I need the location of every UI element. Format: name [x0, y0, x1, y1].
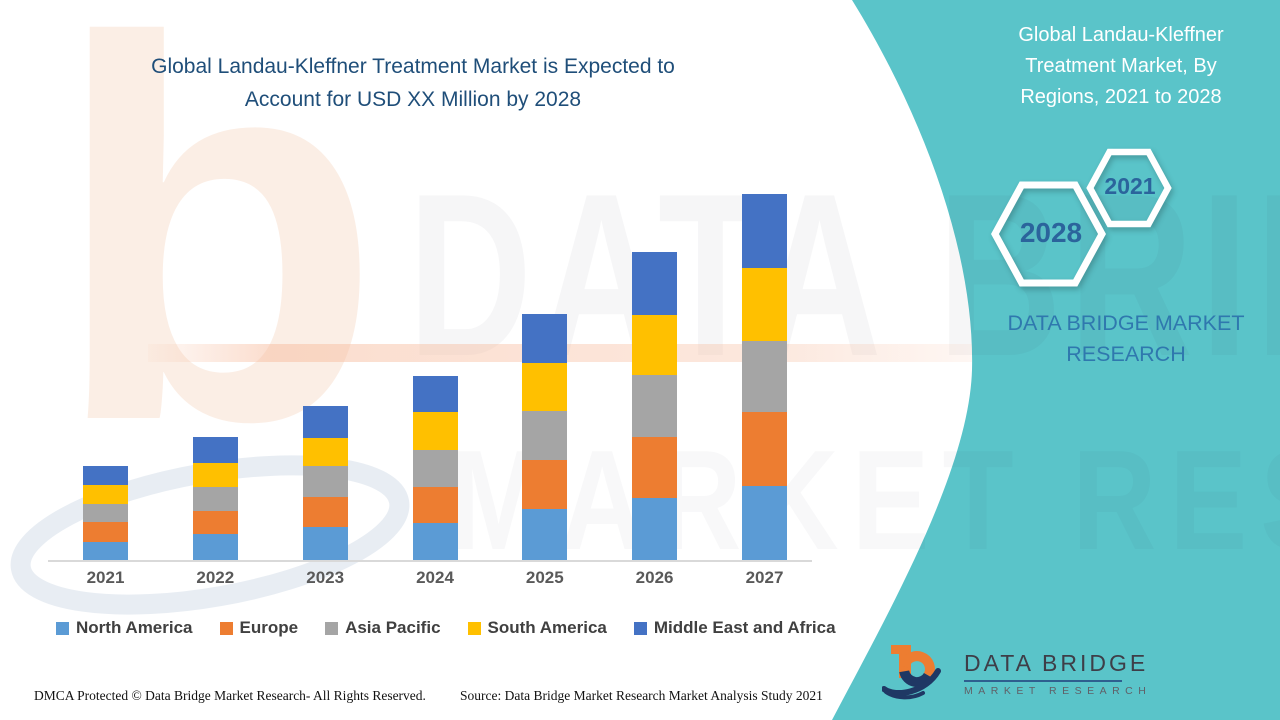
legend-item-south-america: South America [467, 618, 607, 638]
chart-title-line2: Account for USD XX Million by 2028 [244, 88, 582, 111]
bar-segment-2026-europe [632, 437, 678, 498]
bar-segment-2026-middle-east-and-africa [632, 252, 678, 315]
bar-segment-2027-middle-east-and-africa [742, 194, 787, 268]
source-note: Source: Data Bridge Market Research Mark… [460, 688, 823, 703]
logo-rule [964, 679, 1122, 682]
legend-item-north-america: North America [56, 618, 193, 638]
hexagon-year-2021: 2021 [1104, 173, 1156, 199]
x-axis-label-2027: 2027 [745, 568, 784, 587]
legend-swatch-icon [219, 621, 233, 635]
sidebar-title-line2: Treatment Market, By [1025, 55, 1217, 77]
brand-name-text: DATA BRIDGE MARKET RESEARCH [1007, 311, 1245, 366]
legend-item-asia-pacific: Asia Pacific [325, 618, 441, 638]
bar-segment-2026-north-america [632, 498, 678, 560]
bar-segment-2027-north-america [742, 486, 787, 560]
bar-segment-2024-north-america [412, 523, 458, 560]
x-axis-label-2022: 2022 [196, 568, 235, 587]
chart-title: Global Landau-Kleffner Treatment Market … [88, 50, 738, 116]
bar-segment-2023-europe [302, 497, 348, 527]
chart-title-line1: Global Landau-Kleffner Treatment Market … [151, 55, 675, 78]
sidebar-title-line3: Regions, 2021 to 2028 [1020, 86, 1222, 108]
bar-segment-2026-south-america [632, 315, 678, 375]
bar-segment-2022-north-america [192, 534, 238, 560]
chart-legend: North America Europe Asia Pacific South Ame… [56, 618, 836, 638]
bar-segment-2023-middle-east-and-africa [302, 406, 348, 438]
dmca-notice: DMCA Protected © Data Bridge Market Rese… [34, 688, 426, 703]
legend-label: North America [76, 618, 193, 637]
x-axis-label-2024: 2024 [416, 568, 454, 587]
bar-segment-2027-south-america [742, 268, 787, 341]
legend-label: Europe [239, 618, 299, 637]
hexagon-year-2028: 2028 [1019, 217, 1083, 248]
bar-segment-2024-south-america [412, 412, 458, 450]
legend-label: Middle East and Africa [653, 618, 836, 637]
legend-swatch-icon [325, 621, 339, 635]
bar-segment-2023-north-america [302, 527, 348, 560]
bar-segment-2024-asia-pacific [412, 450, 458, 487]
sidebar-title-line1: Global Landau-Kleffner [1018, 24, 1224, 46]
bar-segment-2027-asia-pacific [742, 341, 787, 412]
x-axis-label-2025: 2025 [525, 568, 564, 587]
legend-swatch-icon [56, 621, 69, 635]
bar-segment-2022-europe [192, 511, 238, 534]
bar-segment-2023-asia-pacific [302, 466, 348, 497]
bar-segment-2022-middle-east-and-africa [192, 437, 238, 463]
legend-item-middle-east-and-africa: Middle East and Africa [633, 618, 836, 638]
bar-segment-2022-south-america [192, 463, 238, 487]
bar-segment-2024-middle-east-and-africa [412, 376, 458, 412]
bar-segment-2025-middle-east-and-africa [522, 314, 568, 363]
year-hexagons [991, 148, 1172, 287]
bar-segment-2021-middle-east-and-africa [83, 466, 128, 485]
logo-subtitle: MARKET RESEARCH [964, 684, 1152, 697]
legend-swatch-icon [633, 621, 647, 635]
legend-label: Asia Pacific [345, 618, 441, 637]
bar-segment-2025-asia-pacific [522, 411, 568, 460]
legend-label: South America [487, 618, 607, 637]
bar-segment-2023-south-america [302, 438, 348, 466]
bar-segment-2022-asia-pacific [192, 487, 238, 511]
legend-swatch-icon [467, 621, 481, 635]
data-bridge-logo-mark [882, 645, 941, 700]
bar-segment-2025-north-america [522, 509, 568, 560]
bar-segment-2025-south-america [522, 363, 568, 411]
logo-text: DATA BRIDGE MARKET RESEARCH [964, 650, 1151, 697]
bar-segment-2026-asia-pacific [632, 375, 678, 437]
x-axis-line [48, 560, 812, 562]
bar-segment-2025-europe [522, 460, 568, 509]
bar-segment-2021-north-america [83, 542, 128, 560]
sidebar-title: Global Landau-Kleffner Treatment Market,… [975, 20, 1267, 113]
bar-segment-2021-asia-pacific [83, 504, 128, 522]
hexagon-2021-outline [1086, 148, 1172, 228]
legend-item-europe: Europe [219, 618, 299, 638]
x-axis-label-2021: 2021 [86, 568, 125, 587]
data-bridge-logo: DATA BRIDGE MARKET RESEARCH [882, 640, 1151, 706]
bar-segment-2021-europe [83, 522, 128, 542]
bar-segment-2027-europe [742, 412, 787, 486]
bar-segment-2021-south-america [83, 485, 128, 504]
market-research-watermark: MARKET RESEARCH [450, 430, 1280, 572]
x-axis-label-2023: 2023 [306, 568, 345, 587]
logo-name: DATA BRIDGE [964, 649, 1149, 676]
hexagon-2028-outline [991, 181, 1106, 287]
x-axis-label-2026: 2026 [635, 568, 674, 587]
bar-segment-2024-europe [412, 487, 458, 523]
